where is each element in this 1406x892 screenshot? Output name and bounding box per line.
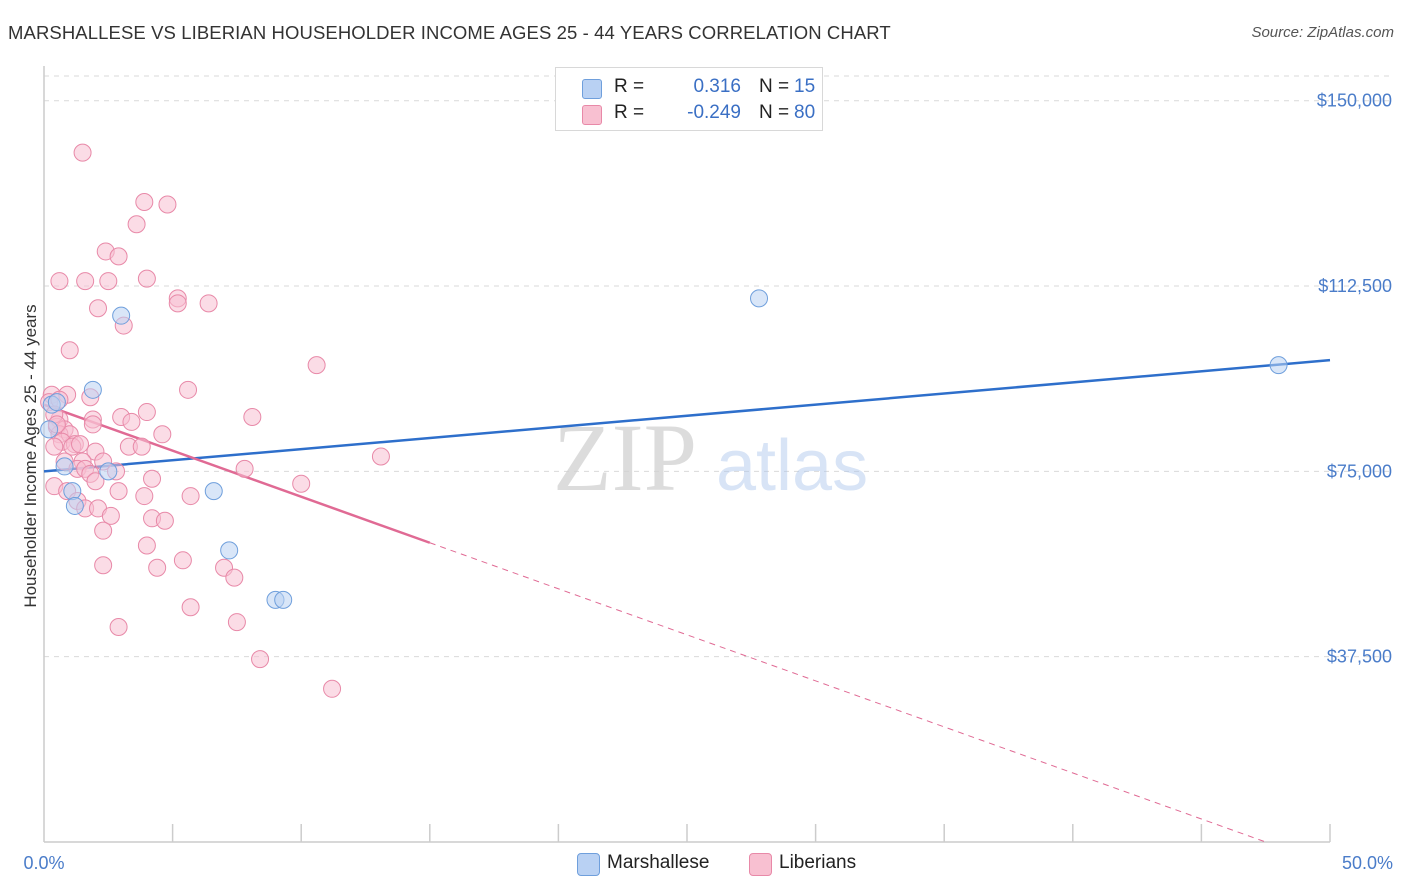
data-point-liberians bbox=[76, 272, 95, 291]
legend-n-label: N = bbox=[759, 102, 790, 123]
data-point-liberians bbox=[243, 407, 262, 426]
data-point-liberians bbox=[155, 511, 174, 530]
data-point-liberians bbox=[60, 341, 79, 360]
data-point-liberians bbox=[109, 618, 128, 637]
data-point-liberians bbox=[251, 650, 270, 669]
data-point-marshallese bbox=[274, 590, 293, 609]
data-point-marshallese bbox=[204, 482, 223, 501]
data-point-liberians bbox=[168, 294, 187, 313]
legend-r-label: R = bbox=[614, 102, 645, 123]
data-point-marshallese bbox=[83, 380, 102, 399]
data-point-liberians bbox=[323, 679, 342, 698]
y-tick-label: $112,500 bbox=[1318, 276, 1392, 296]
data-point-liberians bbox=[153, 425, 172, 444]
watermark-atlas: atlas bbox=[716, 426, 868, 506]
data-point-marshallese bbox=[65, 496, 84, 515]
data-point-liberians bbox=[71, 435, 90, 454]
marshallese-swatch bbox=[577, 853, 600, 876]
data-point-liberians bbox=[292, 474, 311, 493]
data-point-liberians bbox=[122, 412, 141, 431]
data-point-marshallese bbox=[750, 289, 769, 308]
bottom-legend-label: Liberians bbox=[779, 852, 857, 873]
marshallese-swatch bbox=[582, 79, 602, 99]
data-point-liberians bbox=[132, 437, 151, 456]
data-point-marshallese bbox=[47, 393, 66, 412]
data-point-liberians bbox=[179, 380, 198, 399]
data-point-liberians bbox=[143, 469, 162, 488]
legend-n-value: 15 bbox=[794, 76, 816, 97]
bottom-legend-label: Marshallese bbox=[607, 852, 710, 873]
data-point-liberians bbox=[181, 487, 200, 506]
x-tick-label: 0.0% bbox=[23, 853, 64, 873]
legend-n-label: N = bbox=[759, 76, 790, 97]
legend-n-value: 80 bbox=[794, 102, 816, 123]
data-point-marshallese bbox=[220, 541, 239, 560]
tick-labels: $37,500 $75,000 $112,500 $150,000 0.0% 50.0% bbox=[23, 91, 1393, 873]
legend-r-value: 0.316 bbox=[693, 76, 741, 97]
legend-r-value: -0.249 bbox=[687, 102, 741, 123]
data-point-liberians bbox=[86, 472, 105, 491]
y-tick-label: $75,000 bbox=[1327, 461, 1392, 481]
legend-r-label: R = bbox=[614, 76, 645, 97]
data-point-marshallese bbox=[40, 420, 59, 439]
data-point-liberians bbox=[94, 521, 113, 540]
data-point-marshallese bbox=[112, 306, 131, 325]
y-tick-label: $150,000 bbox=[1317, 91, 1392, 111]
watermark: ZIP atlas bbox=[553, 404, 868, 511]
data-point-liberians bbox=[83, 415, 102, 434]
data-point-liberians bbox=[181, 598, 200, 617]
source-label: Source: ZipAtlas.com bbox=[1251, 24, 1394, 41]
data-point-liberians bbox=[225, 568, 244, 587]
data-point-marshallese bbox=[1269, 356, 1288, 375]
axes bbox=[43, 66, 1331, 843]
data-point-liberians bbox=[173, 551, 192, 570]
data-point-liberians bbox=[227, 613, 246, 632]
data-point-liberians bbox=[158, 195, 177, 214]
data-point-liberians bbox=[99, 272, 118, 291]
data-point-marshallese bbox=[99, 462, 118, 481]
trend-line-marshallese bbox=[43, 358, 1331, 473]
y-axis-label: Householder Income Ages 25 - 44 years bbox=[21, 304, 40, 607]
data-point-liberians bbox=[135, 487, 154, 506]
data-points bbox=[40, 143, 1288, 698]
trend-lines bbox=[43, 358, 1331, 843]
data-point-liberians bbox=[45, 437, 64, 456]
legend: R = 0.316 N = 15 R = -0.249 N = 80 bbox=[555, 67, 823, 131]
y-tick-label: $37,500 bbox=[1327, 647, 1392, 667]
data-point-liberians bbox=[307, 356, 326, 375]
data-point-liberians bbox=[137, 536, 156, 555]
data-point-liberians bbox=[127, 215, 146, 234]
data-point-liberians bbox=[94, 556, 113, 575]
data-point-liberians bbox=[135, 193, 154, 212]
data-point-liberians bbox=[137, 403, 156, 422]
trend-line-liberians bbox=[43, 403, 431, 544]
data-point-liberians bbox=[101, 506, 120, 525]
data-point-liberians bbox=[137, 269, 156, 288]
data-point-liberians bbox=[50, 272, 69, 291]
grid-lines bbox=[44, 75, 1392, 658]
data-point-liberians bbox=[148, 558, 167, 577]
trend-line-extension-liberians bbox=[429, 542, 1266, 843]
data-point-liberians bbox=[109, 247, 128, 266]
data-point-marshallese bbox=[63, 482, 82, 501]
chart-title: MARSHALLESE VS LIBERIAN HOUSEHOLDER INCO… bbox=[8, 22, 891, 43]
data-point-marshallese bbox=[55, 457, 74, 476]
data-point-liberians bbox=[109, 482, 128, 501]
liberians-swatch bbox=[582, 105, 602, 125]
liberians-swatch bbox=[749, 853, 772, 876]
x-tick-label: 50.0% bbox=[1342, 853, 1393, 873]
data-point-liberians bbox=[199, 294, 218, 313]
data-point-liberians bbox=[371, 447, 390, 466]
data-point-liberians bbox=[89, 299, 108, 318]
data-point-liberians bbox=[235, 459, 254, 478]
data-point-liberians bbox=[73, 143, 92, 162]
